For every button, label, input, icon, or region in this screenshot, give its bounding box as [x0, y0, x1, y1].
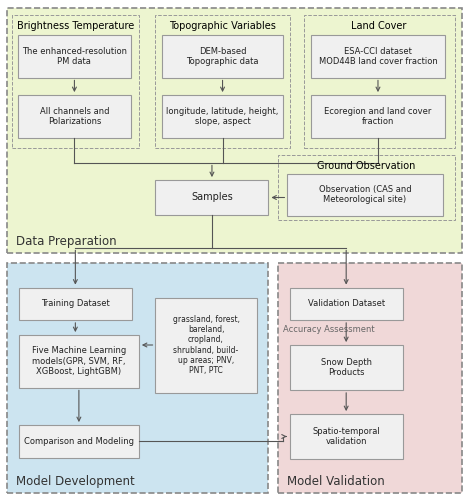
FancyBboxPatch shape — [311, 35, 445, 78]
Text: Land Cover: Land Cover — [351, 21, 407, 31]
Text: DEM-based
Topographic data: DEM-based Topographic data — [187, 46, 259, 66]
Text: Data Preparation: Data Preparation — [16, 235, 117, 248]
FancyBboxPatch shape — [19, 425, 139, 458]
FancyBboxPatch shape — [162, 35, 283, 78]
Text: Topographic Variables: Topographic Variables — [169, 21, 276, 31]
FancyBboxPatch shape — [278, 262, 462, 492]
FancyBboxPatch shape — [311, 95, 445, 138]
Text: The enhanced-resolution
PM data: The enhanced-resolution PM data — [22, 46, 127, 66]
Text: Comparison and Modeling: Comparison and Modeling — [24, 437, 134, 446]
FancyBboxPatch shape — [7, 8, 462, 252]
Text: All channels and
Polarizations: All channels and Polarizations — [40, 106, 109, 126]
FancyBboxPatch shape — [7, 262, 268, 492]
FancyBboxPatch shape — [290, 414, 403, 459]
Text: Validation Dataset: Validation Dataset — [308, 299, 385, 308]
Text: Spatio-temporal
validation: Spatio-temporal validation — [312, 427, 380, 446]
Text: Accuracy Assessment: Accuracy Assessment — [283, 326, 374, 334]
Text: grassland, forest,
bareland,
cropland,
shrubland, build-
up areas; PNV,
PNT, PTC: grassland, forest, bareland, cropland, s… — [172, 314, 240, 376]
Text: Snow Depth
Products: Snow Depth Products — [321, 358, 372, 377]
FancyBboxPatch shape — [19, 288, 132, 320]
Text: Model Validation: Model Validation — [287, 475, 385, 488]
FancyBboxPatch shape — [19, 335, 139, 388]
FancyBboxPatch shape — [287, 174, 443, 216]
Text: Samples: Samples — [191, 192, 233, 202]
Text: Training Dataset: Training Dataset — [41, 299, 110, 308]
FancyBboxPatch shape — [18, 95, 131, 138]
Text: Observation (CAS and
Meteorological site): Observation (CAS and Meteorological site… — [319, 185, 411, 204]
FancyBboxPatch shape — [18, 35, 131, 78]
FancyBboxPatch shape — [290, 345, 403, 390]
FancyBboxPatch shape — [155, 180, 268, 215]
Text: Model Development: Model Development — [16, 475, 135, 488]
FancyBboxPatch shape — [155, 298, 257, 392]
Text: Ground Observation: Ground Observation — [317, 161, 415, 171]
Text: Brightness Temperature: Brightness Temperature — [17, 21, 134, 31]
Text: longitude, latitude, height,
slope, aspect: longitude, latitude, height, slope, aspe… — [166, 106, 279, 126]
Text: Five Machine Learning
models(GPR, SVM, RF,
XGBoost, LightGBM): Five Machine Learning models(GPR, SVM, R… — [32, 346, 126, 376]
FancyBboxPatch shape — [290, 288, 403, 320]
Text: Ecoregion and land cover
fraction: Ecoregion and land cover fraction — [325, 106, 431, 126]
FancyBboxPatch shape — [162, 95, 283, 138]
Text: ESA-CCI dataset
MOD44B land cover fraction: ESA-CCI dataset MOD44B land cover fracti… — [318, 46, 438, 66]
